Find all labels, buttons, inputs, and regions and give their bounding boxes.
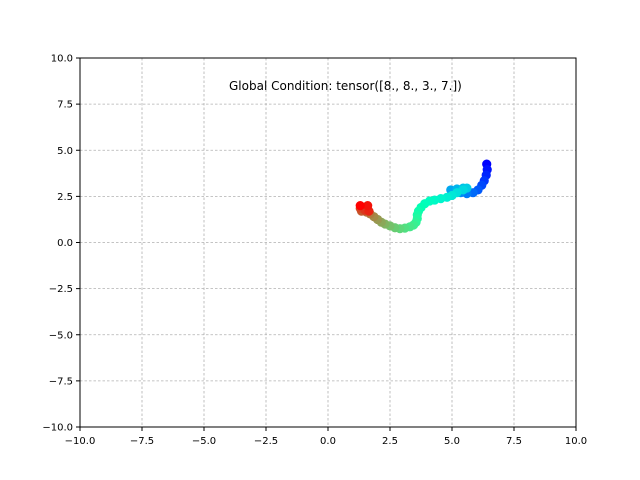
- y-tick-label: −2.5: [49, 284, 73, 295]
- x-tick-label: 7.5: [506, 436, 522, 447]
- y-tick-label: 0.0: [57, 238, 73, 249]
- y-tick-label: −5.0: [49, 330, 73, 341]
- x-tick-label: 2.5: [382, 436, 398, 447]
- x-tick-label: −5.0: [192, 436, 216, 447]
- data-point: [355, 201, 365, 211]
- global-condition-annotation: Global Condition: tensor([8., 8., 3., 7.…: [229, 79, 462, 93]
- x-axis: −10.0 −7.5 −5.0 −2.5 0.0 2.5 5.0 7.5 10.0: [65, 427, 587, 447]
- y-tick-label: −10.0: [42, 423, 73, 434]
- x-tick-label: 10.0: [565, 436, 587, 447]
- x-tick-label: −10.0: [65, 436, 96, 447]
- y-tick-label: 10.0: [51, 54, 73, 65]
- y-tick-label: 7.5: [57, 100, 73, 111]
- data-point: [363, 201, 373, 211]
- x-tick-label: 5.0: [444, 436, 460, 447]
- y-axis: −10.0 −7.5 −5.0 −2.5 0.0 2.5 5.0 7.5 10.0: [42, 54, 80, 434]
- x-tick-label: 0.0: [320, 436, 336, 447]
- data-points: [355, 159, 492, 234]
- x-tick-label: −7.5: [130, 436, 154, 447]
- y-tick-label: −7.5: [49, 376, 73, 387]
- x-tick-label: −2.5: [254, 436, 278, 447]
- y-tick-label: 2.5: [57, 192, 73, 203]
- y-tick-label: 5.0: [57, 146, 73, 157]
